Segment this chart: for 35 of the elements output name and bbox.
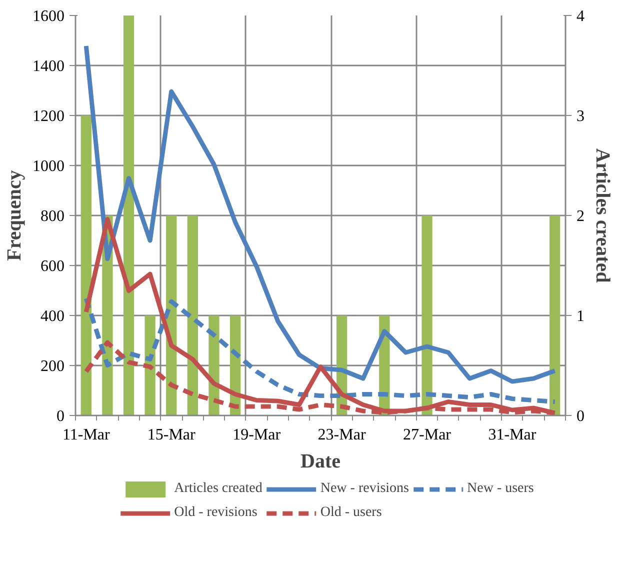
x-tick-label: 31-Mar — [488, 426, 537, 444]
legend-label: Old - revisions — [174, 505, 258, 521]
y-tick-label: 800 — [40, 208, 64, 225]
y2-tick-label: 1 — [576, 308, 584, 325]
y2-tick-label: 0 — [576, 408, 584, 425]
y2-tick-label: 3 — [576, 108, 584, 125]
y-tick-label: 0 — [56, 408, 64, 425]
legend-label: Old - users — [320, 505, 382, 521]
x-tick-label: 19-Mar — [232, 426, 282, 444]
y-tick-label: 600 — [40, 258, 64, 275]
bar — [123, 16, 134, 416]
bar — [80, 116, 92, 416]
x-axis-title: Date — [300, 450, 341, 472]
bar — [187, 216, 198, 416]
x-tick-label: 23-Mar — [318, 426, 366, 444]
y-axis-title: Frequency — [4, 170, 26, 261]
y-tick-label: 1600 — [32, 8, 64, 25]
bar — [422, 216, 432, 416]
y-tick-label: 200 — [40, 358, 64, 375]
y2-tick-label: 2 — [576, 208, 584, 225]
x-tick-label: 15-Mar — [147, 426, 196, 444]
bar — [550, 216, 560, 416]
line-series — [84, 44, 558, 384]
y-tick-label: 400 — [40, 308, 64, 325]
legend-label: New - revisions — [320, 481, 410, 497]
y2-axis-title: Articles created — [592, 148, 614, 283]
y-tick-label: 1000 — [32, 158, 64, 175]
y-tick-label: 1200 — [32, 108, 64, 125]
x-tick-label: 27-Mar — [403, 426, 452, 444]
bar — [144, 316, 156, 416]
x-tick-label: 11-Mar — [62, 426, 111, 444]
legend-label: Articles created — [174, 481, 262, 497]
y2-tick-label: 4 — [576, 8, 584, 25]
y-tick-label: 1400 — [32, 58, 64, 75]
legend-label: New - users — [467, 481, 534, 497]
